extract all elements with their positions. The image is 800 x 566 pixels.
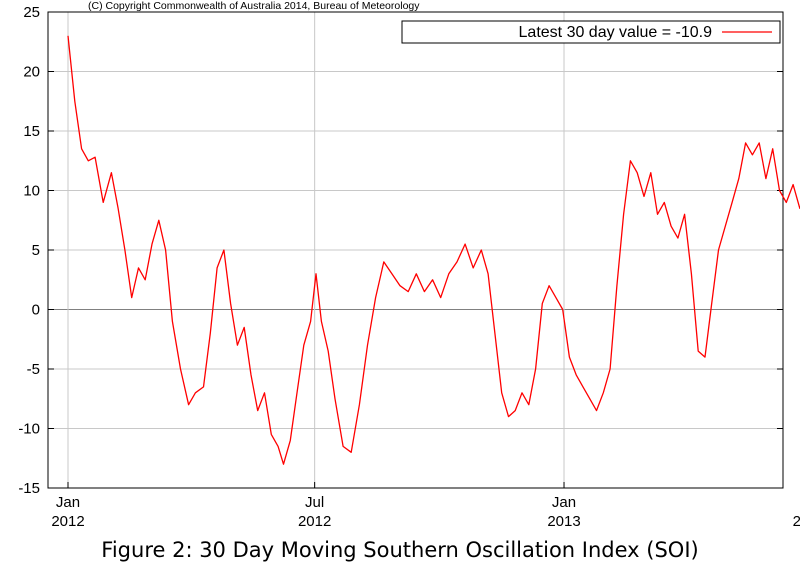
y-tick-label: 15 bbox=[23, 123, 40, 140]
soi-chart: -15-10-50510152025Jan2012Jul2012Jan2013J… bbox=[18, 0, 800, 530]
x-tick-label-month: Jan bbox=[552, 494, 576, 511]
y-tick-label: -10 bbox=[18, 421, 40, 438]
chart-svg: -15-10-50510152025Jan2012Jul2012Jan2013J… bbox=[18, 0, 800, 530]
legend-box bbox=[401, 20, 781, 44]
legend-label: Latest 30 day value = -10.9 bbox=[519, 24, 713, 41]
y-tick-label: -5 bbox=[27, 361, 40, 378]
copyright-text: (C) Copyright Commonwealth of Australia … bbox=[88, 0, 420, 12]
x-tick-label-year: 2013 bbox=[793, 513, 800, 530]
soi-series-line bbox=[67, 35, 800, 465]
figure-caption: Figure 2: 30 Day Moving Southern Oscilla… bbox=[101, 538, 699, 562]
x-tick-label-month: Jan bbox=[56, 494, 80, 511]
y-tick-label: 0 bbox=[32, 302, 40, 319]
x-tick-label-month: Jul bbox=[305, 494, 324, 511]
x-tick-label-year: 2013 bbox=[547, 513, 580, 530]
y-tick-label: 25 bbox=[23, 4, 40, 21]
y-tick-label: 5 bbox=[32, 242, 40, 259]
y-tick-label: 20 bbox=[23, 64, 40, 81]
x-tick-label-year: 2012 bbox=[51, 513, 84, 530]
y-tick-label: -15 bbox=[18, 480, 40, 497]
plot-frame bbox=[47, 11, 784, 489]
x-tick-label-year: 2012 bbox=[298, 513, 331, 530]
y-tick-label: 10 bbox=[23, 183, 40, 200]
